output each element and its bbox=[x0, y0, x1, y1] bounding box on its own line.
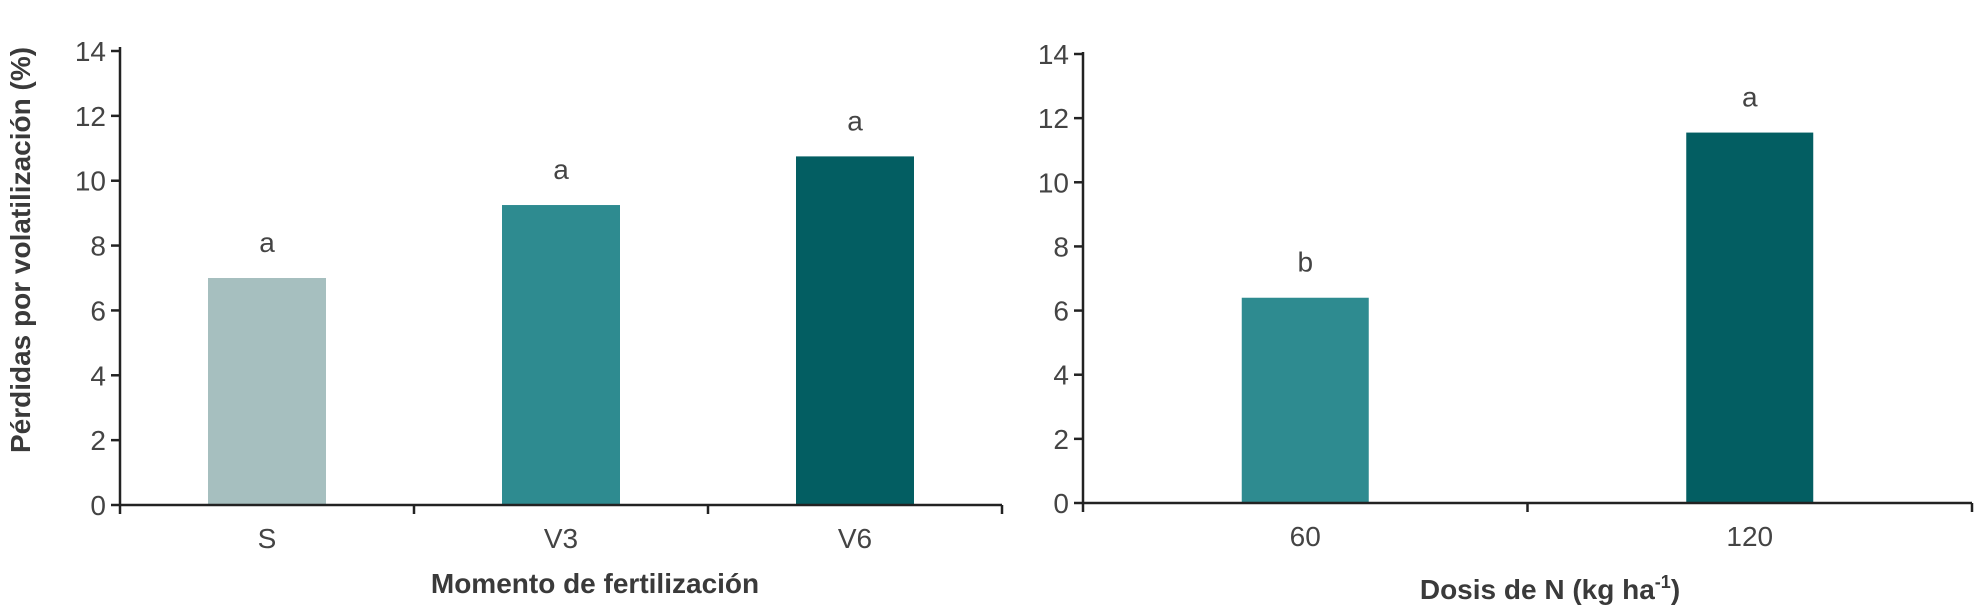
y-tick-label: 4 bbox=[1053, 360, 1069, 391]
x-axis-ticks: S V3 V6 bbox=[118, 505, 1004, 554]
y-tick-label: 4 bbox=[90, 360, 106, 391]
bar-s bbox=[208, 278, 326, 505]
bar-v6 bbox=[796, 156, 914, 505]
x-axis-ticks: 60 120 bbox=[1081, 503, 1974, 552]
y-tick-label: 2 bbox=[1053, 424, 1069, 455]
y-tick-label: 8 bbox=[90, 231, 106, 262]
bar-120 bbox=[1686, 132, 1814, 503]
x-axis-title: Dosis de N (kg ha-1) bbox=[1420, 572, 1680, 605]
x-axis-title-end: ) bbox=[1671, 574, 1680, 605]
significance-label: a bbox=[553, 154, 569, 185]
x-tick-label: V3 bbox=[544, 523, 578, 554]
y-tick-label: 2 bbox=[90, 425, 106, 456]
bars: ba bbox=[1241, 82, 1814, 503]
x-tick-label: V6 bbox=[838, 523, 872, 554]
significance-label: b bbox=[1297, 247, 1313, 278]
significance-label: a bbox=[259, 227, 275, 258]
bar-v3 bbox=[502, 205, 620, 506]
x-axis-title-sup: -1 bbox=[1655, 572, 1671, 592]
chart-left: Pérdidas por volatilización (%) 0 2 4 6 8 10 1… bbox=[5, 36, 1004, 599]
y-axis-title: Pérdidas por volatilización (%) bbox=[5, 47, 36, 453]
y-tick-label: 14 bbox=[1038, 39, 1069, 70]
bars: a a a bbox=[208, 105, 914, 506]
significance-label: a bbox=[1742, 82, 1758, 113]
y-tick-label: 10 bbox=[75, 166, 106, 197]
y-tick-label: 8 bbox=[1053, 231, 1069, 262]
significance-label: a bbox=[847, 105, 863, 136]
bar-60 bbox=[1241, 297, 1369, 503]
y-tick-label: 0 bbox=[90, 490, 106, 521]
x-tick-label: S bbox=[258, 523, 277, 554]
y-tick-label: 12 bbox=[1038, 103, 1069, 134]
y-tick-label: 14 bbox=[75, 36, 106, 67]
y-tick-label: 12 bbox=[75, 101, 106, 132]
x-tick-label: 120 bbox=[1726, 521, 1773, 552]
x-axis-title-main: Dosis de N (kg ha bbox=[1420, 574, 1655, 605]
y-tick-label: 10 bbox=[1038, 167, 1069, 198]
y-tick-label: 6 bbox=[90, 295, 106, 326]
y-tick-label: 0 bbox=[1053, 488, 1069, 519]
y-tick-label: 6 bbox=[1053, 296, 1069, 327]
x-axis-title: Momento de fertilización bbox=[431, 568, 759, 599]
y-axis-ticks: 0 2 4 6 8 10 12 14 bbox=[75, 36, 120, 521]
x-tick-label: 60 bbox=[1290, 521, 1321, 552]
y-axis-ticks: 0 2 4 6 8 10 12 14 bbox=[1038, 39, 1083, 519]
